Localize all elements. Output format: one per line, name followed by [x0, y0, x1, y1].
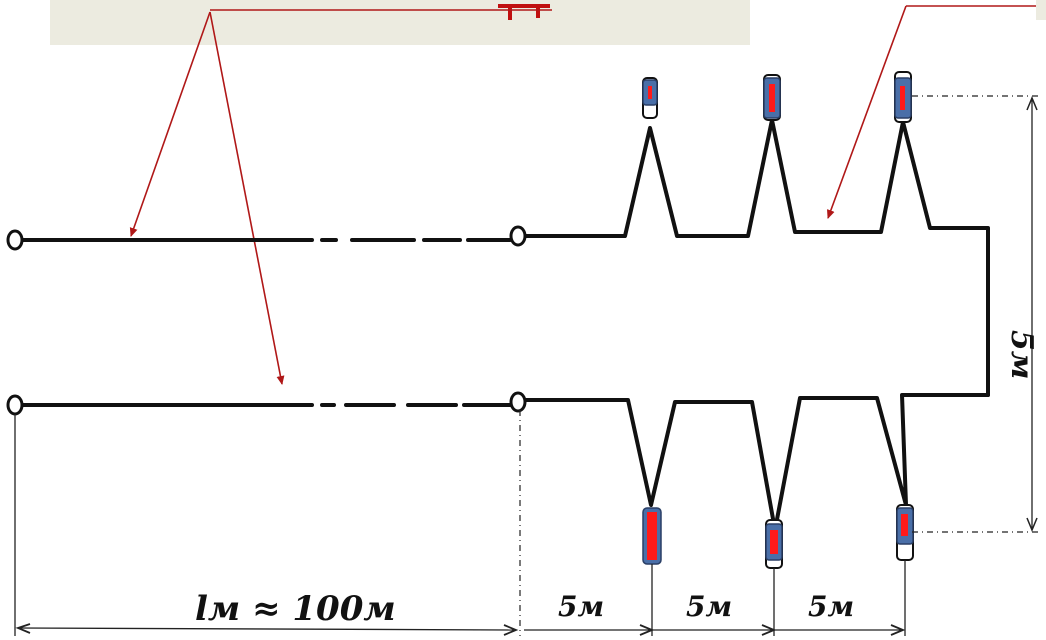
height-label: 5м: [1004, 330, 1039, 379]
mid-bottom-terminal: [509, 391, 527, 413]
height-arrow-top: [1026, 96, 1038, 111]
length-dimension-line: [17, 627, 517, 631]
sensor-top-3: [894, 71, 912, 123]
caption-banner-right: [1036, 0, 1046, 20]
mid-top-terminal: [509, 225, 527, 247]
top-sensor-wire: [522, 118, 990, 397]
dim-arrow-5: [890, 624, 906, 636]
left-top-terminal: [6, 229, 24, 251]
annotation-arrow-top-wire: [129, 11, 211, 237]
sensor-bottom-2: [765, 519, 783, 569]
annotation-arrow-sensor-wire: [827, 5, 907, 219]
sensor-bottom-1: [642, 507, 662, 565]
caption-text-fragment: [498, 4, 550, 20]
dim-arrow-1: [15, 623, 31, 634]
bottom-sensor-wire: [522, 393, 990, 532]
height-arrow-bottom: [1026, 517, 1038, 532]
dim-arrow-4: [761, 624, 777, 636]
sensor-bottom-3: [896, 504, 914, 561]
annotation-arrow-bottom-wire: [209, 11, 285, 385]
sensor-top-1: [642, 77, 658, 119]
dim-arrow-3: [639, 624, 655, 636]
dim-arrow-2: [503, 624, 519, 636]
left-bottom-terminal: [6, 394, 24, 416]
spacing-label-2: 5м: [686, 590, 732, 623]
spacing-label-1: 5м: [558, 590, 604, 623]
caption-banner-left: [50, 0, 750, 45]
spacing-label-3: 5м: [808, 590, 854, 623]
length-label: lм ≈ 100м: [195, 589, 396, 629]
sensor-top-2: [763, 74, 781, 121]
